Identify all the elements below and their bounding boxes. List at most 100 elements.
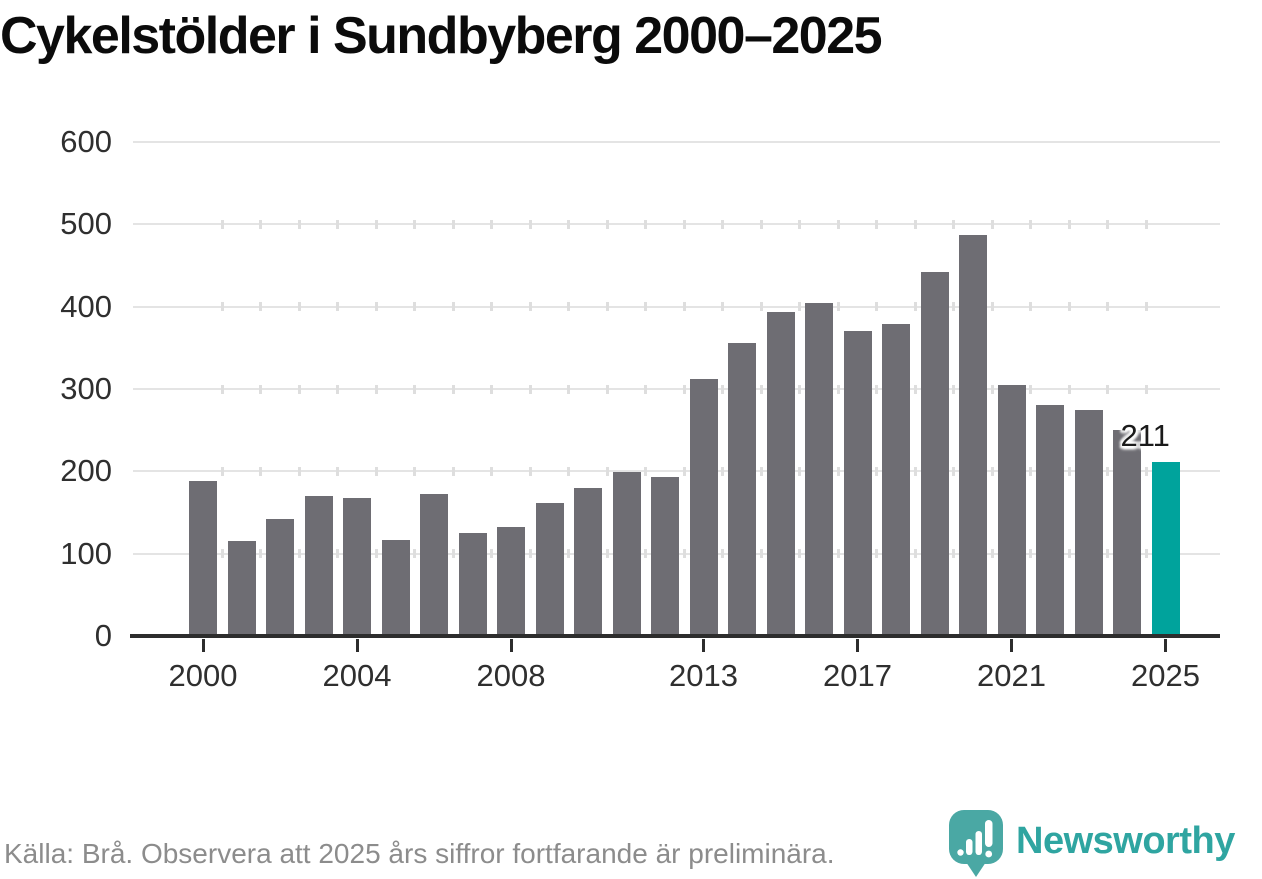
- grid-intersection-mark: [220, 466, 224, 476]
- gridline-300: [133, 384, 1220, 394]
- grid-intersection-mark: [682, 466, 686, 476]
- grid-intersection-mark: [451, 302, 455, 312]
- grid-intersection-mark: [682, 302, 686, 312]
- chart-title: Cykelstölder i Sundbyberg 2000–2025: [0, 7, 883, 65]
- grid-intersection-mark: [413, 219, 417, 229]
- bar-2004[interactable]: [343, 497, 371, 636]
- grid-intersection-mark: [913, 302, 917, 312]
- grid-intersection-mark: [913, 219, 917, 229]
- grid-intersection-mark: [1067, 302, 1071, 312]
- grid-intersection-mark: [297, 549, 301, 559]
- grid-intersection-mark: [798, 549, 802, 559]
- x-tick-2021: [1010, 639, 1013, 652]
- grid-intersection-mark: [567, 219, 571, 229]
- bar-2007[interactable]: [458, 533, 487, 636]
- grid-intersection-mark: [836, 219, 840, 229]
- grid-intersection-mark: [759, 549, 763, 559]
- grid-intersection-mark: [336, 466, 340, 476]
- grid-intersection-mark: [374, 384, 378, 394]
- grid-intersection-mark: [259, 219, 263, 229]
- grid-intersection-mark: [1067, 384, 1071, 394]
- grid-intersection-mark: [567, 549, 571, 559]
- grid-intersection-mark: [528, 466, 532, 476]
- grid-intersection-mark: [490, 549, 494, 559]
- y-tick-label-200: 200: [60, 453, 112, 489]
- bar-2008[interactable]: [497, 526, 525, 636]
- grid-intersection-mark: [528, 219, 532, 229]
- x-tick-label-2000: 2000: [168, 658, 238, 693]
- grid-intersection-mark: [913, 549, 917, 559]
- x-tick-label-2008: 2008: [476, 658, 546, 693]
- grid-intersection-mark: [605, 549, 609, 559]
- grid-intersection-mark: [451, 549, 455, 559]
- grid-intersection-mark: [875, 466, 879, 476]
- grid-intersection-mark: [952, 384, 956, 394]
- grid-intersection-mark: [220, 302, 224, 312]
- grid-intersection-mark: [721, 549, 725, 559]
- bar-2010[interactable]: [574, 487, 602, 636]
- bar-2015[interactable]: [766, 311, 795, 636]
- grid-intersection-mark: [1067, 466, 1071, 476]
- bar-2005[interactable]: [381, 539, 410, 636]
- grid-intersection-mark: [1144, 384, 1148, 394]
- grid-intersection-mark: [1106, 219, 1110, 229]
- grid-intersection-mark: [451, 466, 455, 476]
- grid-intersection-mark: [413, 549, 417, 559]
- grid-intersection-mark: [1029, 384, 1033, 394]
- grid-intersection-mark: [374, 549, 378, 559]
- y-tick-label-500: 500: [60, 206, 112, 242]
- grid-intersection-mark: [374, 466, 378, 476]
- gridline-500: [133, 219, 1220, 229]
- bar-2021[interactable]: [997, 384, 1026, 636]
- grid-intersection-mark: [336, 549, 340, 559]
- grid-intersection-mark: [952, 549, 956, 559]
- grid-intersection-mark: [336, 219, 340, 229]
- grid-intersection-mark: [836, 466, 840, 476]
- bar-2019[interactable]: [920, 272, 949, 636]
- bar-2017[interactable]: [843, 331, 872, 636]
- bar-2025-highlighted[interactable]: [1151, 462, 1180, 636]
- bar-2006[interactable]: [420, 494, 448, 636]
- y-tick-label-300: 300: [60, 371, 112, 406]
- bar-2022[interactable]: [1036, 404, 1064, 636]
- bar-2000[interactable]: [189, 481, 217, 636]
- grid-intersection-mark: [259, 549, 263, 559]
- source-note: Källa: Brå. Observera att 2025 års siffr…: [4, 838, 835, 869]
- grid-intersection-mark: [644, 384, 648, 394]
- grid-intersection-mark: [1106, 384, 1110, 394]
- grid-intersection-mark: [297, 219, 301, 229]
- bar-2018[interactable]: [882, 323, 910, 636]
- grid-intersection-mark: [913, 466, 917, 476]
- bar-2013[interactable]: [689, 379, 718, 636]
- x-tick-label-2013: 2013: [669, 658, 738, 693]
- grid-intersection-mark: [490, 384, 494, 394]
- bar-2002[interactable]: [266, 519, 294, 636]
- y-tick-label-0: 0: [94, 618, 112, 653]
- grid-intersection-mark: [990, 384, 994, 394]
- grid-intersection-mark: [1144, 549, 1148, 559]
- bar-2003[interactable]: [304, 496, 333, 636]
- grid-intersection-mark: [451, 384, 455, 394]
- bar-2001[interactable]: [227, 540, 256, 636]
- bar-2009[interactable]: [535, 502, 564, 636]
- x-tick-2025: [1164, 639, 1167, 652]
- grid-intersection-mark: [490, 466, 494, 476]
- bar-2020[interactable]: [959, 235, 987, 636]
- bar-2024[interactable]: [1113, 430, 1141, 636]
- bar-2014[interactable]: [728, 342, 756, 636]
- grid-intersection-mark: [721, 466, 725, 476]
- y-tick-label-600: 600: [60, 124, 112, 159]
- bar-2016[interactable]: [805, 303, 833, 636]
- brand-name: Newsworthy: [1016, 820, 1235, 862]
- grid-intersection-mark: [1029, 219, 1033, 229]
- grid-intersection-mark: [759, 219, 763, 229]
- grid-intersection-mark: [451, 219, 455, 229]
- grid-intersection-mark: [1144, 302, 1148, 312]
- bar-2011[interactable]: [612, 472, 641, 636]
- grid-intersection-mark: [644, 466, 648, 476]
- bar-2012[interactable]: [651, 477, 679, 636]
- bar-2023[interactable]: [1074, 410, 1103, 636]
- grid-intersection-mark: [644, 219, 648, 229]
- x-tick-2008: [509, 639, 513, 652]
- grid-intersection-mark: [374, 219, 378, 229]
